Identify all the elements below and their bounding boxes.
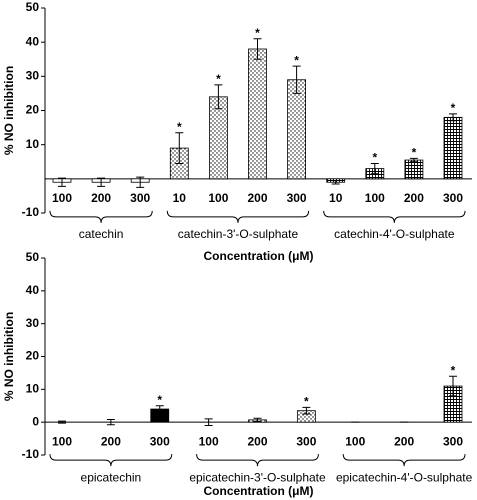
x-axis-label: Concentration (μM): [204, 249, 314, 263]
error-bar: [449, 113, 457, 122]
group-brace: [342, 454, 466, 467]
x-tick-label: 200: [394, 434, 414, 448]
x-tick-label: 200: [247, 434, 267, 448]
y-tick-label: -10: [22, 205, 40, 219]
group-label: epicatechin-4'-O-sulphate: [336, 470, 473, 484]
error-bar: [106, 419, 115, 426]
x-tick-label: 200: [91, 191, 111, 205]
significance-marker: *: [451, 363, 456, 377]
error-bar: [370, 162, 379, 175]
x-axis-label: Concentration (μM): [204, 484, 314, 498]
x-tick-label: 300: [443, 191, 463, 205]
error-bar: [331, 180, 340, 185]
significance-marker: *: [304, 395, 309, 409]
error-bar: [204, 418, 213, 426]
y-tick-label: 0: [32, 414, 39, 428]
x-tick-label: 200: [247, 191, 267, 205]
error-bar: [97, 177, 106, 187]
bar: [248, 48, 267, 180]
y-tick-label: 10: [26, 137, 40, 151]
group-brace: [49, 210, 153, 223]
group-brace: [166, 210, 310, 223]
error-bar: [58, 420, 66, 424]
x-tick-label: 100: [345, 434, 365, 448]
bar: [287, 79, 307, 180]
significance-marker: *: [451, 101, 456, 115]
x-tick-label: 300: [296, 434, 316, 448]
x-tick-label: 300: [287, 191, 307, 205]
group-label: epicatechin-3'-O-sulphate: [189, 470, 326, 484]
y-tick-label: 20: [26, 103, 40, 117]
x-tick-label: 10: [173, 191, 187, 205]
bar: [443, 116, 463, 180]
significance-marker: *: [216, 72, 221, 86]
y-tick-label: -10: [22, 447, 40, 461]
error-bar: [214, 84, 223, 110]
x-tick-label: 100: [52, 191, 72, 205]
x-tick-label: 300: [130, 191, 150, 205]
error-bar: [253, 417, 262, 423]
group-label: catechin-4'-O-sulphate: [334, 227, 455, 241]
significance-marker: *: [255, 26, 260, 40]
x-tick-label: 200: [404, 191, 424, 205]
x-tick-label: 300: [443, 434, 463, 448]
significance-marker: *: [157, 393, 162, 407]
error-bar: [253, 38, 262, 60]
group-brace: [196, 454, 319, 467]
significance-marker: *: [177, 120, 182, 134]
group-label: catechin-3'-O-sulphate: [178, 227, 299, 241]
error-bar: [58, 177, 66, 187]
y-tick-label: 10: [26, 382, 40, 396]
y-tick-label: 30: [26, 316, 40, 330]
x-tick-label: 10: [329, 191, 343, 205]
y-axis-label: % NO inhibition: [2, 312, 16, 401]
x-tick-label: 100: [52, 434, 72, 448]
error-bar: [175, 132, 184, 164]
error-bar: [155, 405, 164, 413]
error-bar: [409, 157, 418, 163]
significance-marker: *: [412, 146, 417, 160]
group-label: catechin: [79, 227, 124, 241]
group-brace: [49, 454, 173, 467]
y-tick-label: 50: [26, 250, 40, 264]
y-tick-label: 40: [26, 283, 40, 297]
y-axis-label: % NO inhibition: [2, 66, 16, 155]
x-tick-label: 100: [199, 434, 219, 448]
group-brace: [323, 210, 466, 223]
group-label: epicatechin: [81, 470, 142, 484]
y-tick-label: 20: [26, 349, 40, 363]
significance-marker: *: [294, 53, 299, 67]
bar: [404, 159, 424, 180]
y-tick-label: 40: [26, 34, 40, 48]
error-bar: [302, 406, 311, 415]
error-bar: [292, 65, 301, 94]
x-tick-label: 100: [208, 191, 228, 205]
y-tick-label: 50: [26, 0, 40, 14]
x-tick-label: 100: [365, 191, 385, 205]
y-tick-label: 30: [26, 69, 40, 83]
x-tick-label: 200: [101, 434, 121, 448]
error-bar: [136, 176, 145, 188]
error-bar: [449, 375, 457, 397]
x-tick-label: 300: [150, 434, 170, 448]
significance-marker: *: [372, 151, 377, 165]
